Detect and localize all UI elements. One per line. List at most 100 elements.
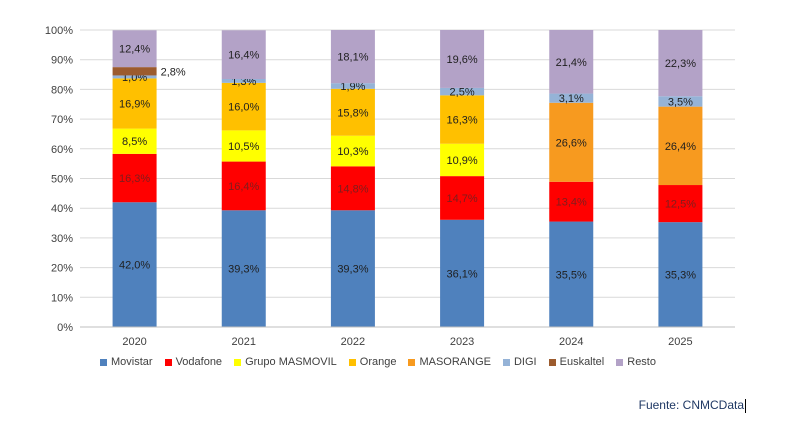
bar-segment bbox=[440, 143, 485, 177]
legend-swatch bbox=[502, 358, 510, 366]
legend-label: DIGI bbox=[513, 356, 537, 368]
legend-swatch bbox=[100, 358, 107, 366]
bar-segment bbox=[549, 221, 594, 327]
y-tick-label: 100% bbox=[45, 25, 73, 37]
data-label: 16,3% bbox=[119, 173, 150, 185]
bar-segment bbox=[221, 79, 266, 83]
legend-item: Vodafone bbox=[164, 356, 222, 368]
data-label: 16,4% bbox=[228, 50, 259, 62]
bar-segment bbox=[658, 222, 703, 327]
bar-segment bbox=[330, 88, 375, 136]
data-label: 35,3% bbox=[665, 270, 696, 282]
data-label: 16,9% bbox=[119, 99, 150, 111]
bar-segment bbox=[658, 106, 703, 186]
legend-swatch bbox=[164, 358, 172, 366]
bar-segment bbox=[221, 161, 266, 211]
data-label: 35,5% bbox=[556, 269, 587, 281]
data-label: 10,9% bbox=[446, 155, 477, 167]
bar-segment bbox=[440, 176, 485, 220]
data-label: 21,4% bbox=[556, 57, 587, 69]
bar-segment bbox=[440, 30, 485, 88]
legend-item: MASORANGE bbox=[408, 356, 491, 368]
data-label: 39,3% bbox=[228, 264, 259, 276]
text-cursor bbox=[745, 398, 746, 413]
bar-segment bbox=[549, 93, 594, 103]
data-label: 15,8% bbox=[337, 107, 368, 119]
bar-segment bbox=[549, 30, 594, 94]
legend-item: Euskaltel bbox=[548, 356, 604, 368]
source-text: Fuente: CNMCData bbox=[638, 398, 744, 412]
legend-swatch bbox=[616, 358, 624, 366]
data-label: 12,5% bbox=[665, 199, 696, 211]
bar-segment bbox=[112, 67, 157, 76]
y-tick-label: 50% bbox=[51, 174, 73, 186]
bar-segment bbox=[221, 130, 266, 162]
bar-segment bbox=[658, 96, 703, 107]
legend-swatch bbox=[548, 358, 556, 366]
legend-item: Resto bbox=[616, 356, 656, 368]
data-label: 36,1% bbox=[446, 268, 477, 280]
bar-segment bbox=[112, 78, 157, 129]
stacked-bar-chart: 0% 10% 20% 30% 40% 50% 60% 70% 80% 90% 100% 42,0% 16… bbox=[45, 25, 735, 348]
legend-label: MASORANGE bbox=[419, 356, 491, 368]
y-tick-label: 70% bbox=[51, 114, 73, 126]
bar-segment bbox=[112, 128, 157, 154]
legend-label: Grupo MASMOVIL bbox=[245, 356, 337, 368]
legend-item: Orange bbox=[348, 356, 396, 368]
chart-legend: Movistar Vodafone Grupo MASMOVIL Orange MASO… bbox=[100, 354, 656, 370]
data-label: 13,4% bbox=[556, 197, 587, 209]
legend-label: Movistar bbox=[111, 356, 153, 368]
legend-swatch bbox=[234, 358, 242, 366]
x-tick-label: 2025 bbox=[668, 336, 692, 348]
data-label: 2,5% bbox=[450, 87, 475, 99]
bar-segment bbox=[440, 87, 485, 96]
bar-segment bbox=[112, 153, 157, 203]
bar-segment bbox=[221, 210, 266, 327]
y-tick-label: 0% bbox=[57, 322, 73, 334]
data-label: 39,3% bbox=[337, 264, 368, 276]
bar-segment bbox=[330, 210, 375, 327]
legend-item: Movistar bbox=[100, 356, 153, 368]
data-label: 18,1% bbox=[337, 52, 368, 64]
data-label: 3,5% bbox=[668, 96, 693, 108]
legend-item: DIGI bbox=[502, 356, 537, 368]
data-label: 14,7% bbox=[446, 193, 477, 205]
data-label: 12,4% bbox=[119, 44, 150, 56]
data-label: 16,0% bbox=[228, 102, 259, 114]
bar-segment bbox=[112, 30, 157, 68]
bar-segment bbox=[549, 102, 594, 182]
bar-segment bbox=[112, 202, 157, 327]
legend-swatch bbox=[408, 358, 416, 366]
data-label: 22,3% bbox=[665, 58, 696, 70]
x-tick-label: 2021 bbox=[232, 336, 256, 348]
y-tick-label: 80% bbox=[51, 84, 73, 96]
data-label: 14,8% bbox=[337, 183, 368, 195]
bar-segment bbox=[112, 75, 157, 79]
bar-segment bbox=[658, 185, 703, 223]
data-label: 16,3% bbox=[446, 115, 477, 127]
legend-item: Grupo MASMOVIL bbox=[234, 356, 337, 368]
legend-swatch bbox=[348, 358, 356, 366]
bar-segment bbox=[221, 82, 266, 131]
y-tick-label: 30% bbox=[51, 233, 73, 245]
data-label: 10,3% bbox=[337, 146, 368, 158]
bar-segment bbox=[658, 30, 703, 97]
y-tick-label: 90% bbox=[51, 55, 73, 67]
data-label: 3,1% bbox=[559, 93, 584, 105]
bar-segment bbox=[330, 166, 375, 211]
bar-segment bbox=[440, 95, 485, 144]
y-tick-label: 10% bbox=[51, 292, 73, 304]
data-label: 10,5% bbox=[228, 141, 259, 153]
bar-segment bbox=[330, 30, 375, 84]
data-label: 8,5% bbox=[122, 136, 147, 148]
data-label: 26,4% bbox=[665, 141, 696, 153]
y-tick-label: 20% bbox=[51, 263, 73, 275]
x-tick-label: 2023 bbox=[450, 336, 474, 348]
data-label: 2,8% bbox=[161, 66, 186, 78]
bar-segment bbox=[549, 181, 594, 222]
data-label: 16,4% bbox=[228, 181, 259, 193]
x-tick-label: 2022 bbox=[341, 336, 365, 348]
source-note: Fuente: CNMCData bbox=[639, 398, 746, 413]
bar-segment bbox=[221, 30, 266, 80]
y-tick-label: 40% bbox=[51, 203, 73, 215]
